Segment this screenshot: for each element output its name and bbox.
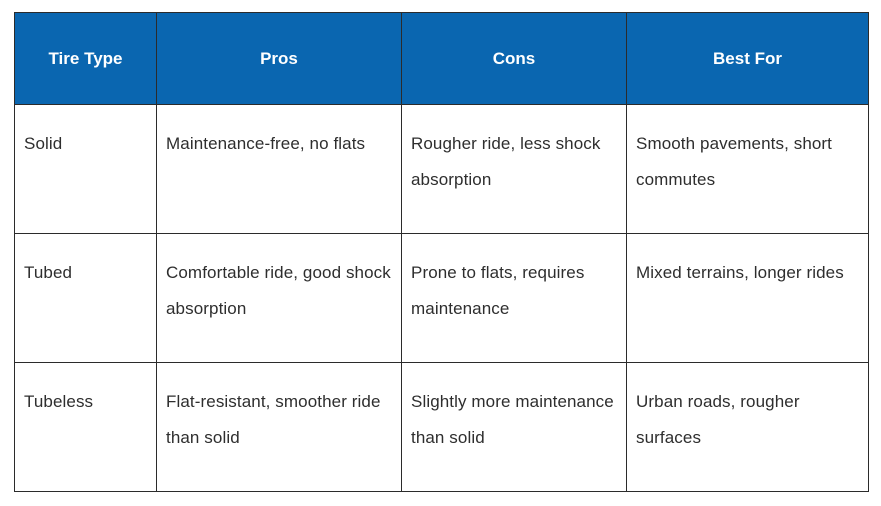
header-best-for: Best For (626, 12, 869, 105)
cell-pros: Flat-resistant, smoother ride than solid (156, 362, 402, 492)
table-body: Solid Maintenance-free, no flats Rougher… (14, 104, 869, 492)
header-row: Tire Type Pros Cons Best For (14, 12, 869, 105)
table-row: Tubed Comfortable ride, good shock absor… (14, 233, 869, 363)
cell-cons: Slightly more maintenance than solid (401, 362, 627, 492)
cell-best-for: Smooth pavements, short commutes (626, 104, 869, 234)
cell-cons: Rougher ride, less shock absorption (401, 104, 627, 234)
cell-tire-type: Solid (14, 104, 157, 234)
cell-cons: Prone to flats, requires maintenance (401, 233, 627, 363)
cell-tire-type: Tubed (14, 233, 157, 363)
cell-tire-type: Tubeless (14, 362, 157, 492)
table-row: Solid Maintenance-free, no flats Rougher… (14, 104, 869, 234)
table-row: Tubeless Flat-resistant, smoother ride t… (14, 362, 869, 492)
cell-pros: Comfortable ride, good shock absorption (156, 233, 402, 363)
header-tire-type: Tire Type (14, 12, 157, 105)
cell-pros: Maintenance-free, no flats (156, 104, 402, 234)
table-header: Tire Type Pros Cons Best For (14, 12, 869, 105)
header-pros: Pros (156, 12, 402, 105)
cell-best-for: Mixed terrains, longer rides (626, 233, 869, 363)
cell-best-for: Urban roads, rougher surfaces (626, 362, 869, 492)
tire-comparison-table: Tire Type Pros Cons Best For Solid Maint… (14, 12, 869, 492)
header-cons: Cons (401, 12, 627, 105)
